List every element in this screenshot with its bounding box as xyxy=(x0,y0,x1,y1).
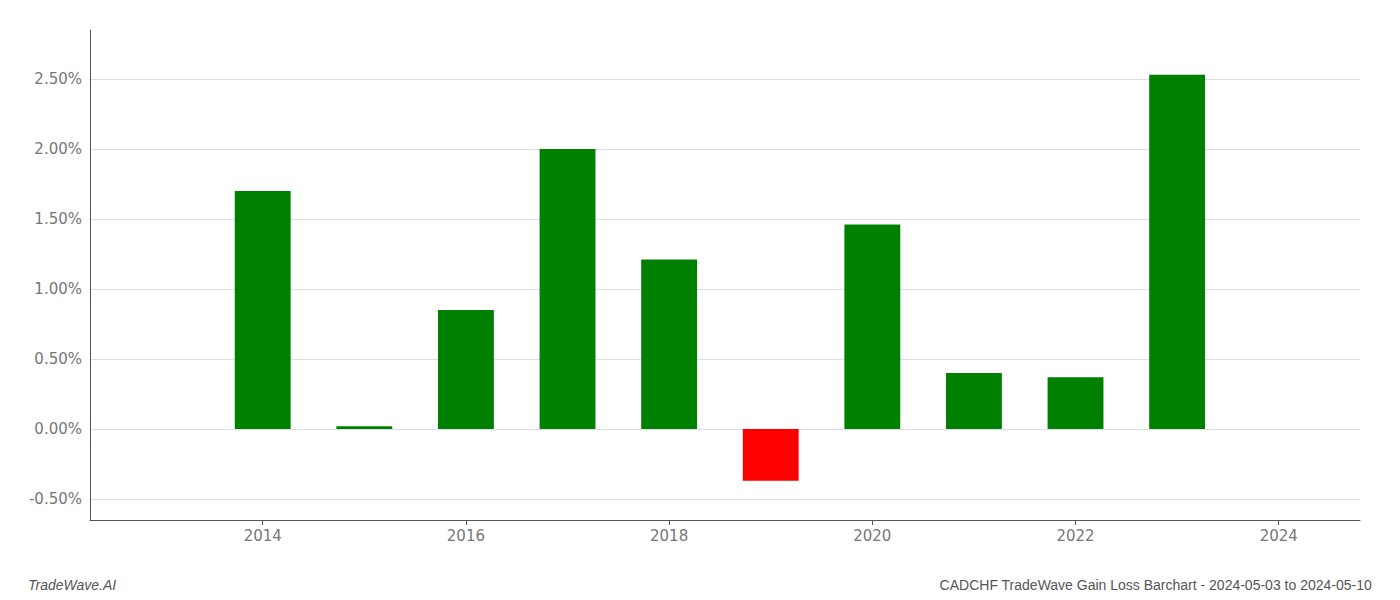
svg-text:2.00%: 2.00% xyxy=(34,140,82,158)
svg-text:2022: 2022 xyxy=(1056,527,1094,545)
svg-text:2014: 2014 xyxy=(244,527,282,545)
svg-text:2024: 2024 xyxy=(1260,527,1298,545)
svg-text:0.00%: 0.00% xyxy=(34,420,82,438)
svg-text:2.50%: 2.50% xyxy=(34,70,82,88)
svg-text:TradeWave.AI: TradeWave.AI xyxy=(28,577,116,593)
svg-text:2016: 2016 xyxy=(447,527,485,545)
svg-text:1.00%: 1.00% xyxy=(34,280,82,298)
svg-text:2018: 2018 xyxy=(650,527,688,545)
svg-text:2020: 2020 xyxy=(853,527,891,545)
svg-text:CADCHF TradeWave Gain Loss Bar: CADCHF TradeWave Gain Loss Barchart - 20… xyxy=(940,577,1372,593)
svg-text:-0.50%: -0.50% xyxy=(29,490,82,508)
svg-text:0.50%: 0.50% xyxy=(34,350,82,368)
svg-text:1.50%: 1.50% xyxy=(34,210,82,228)
